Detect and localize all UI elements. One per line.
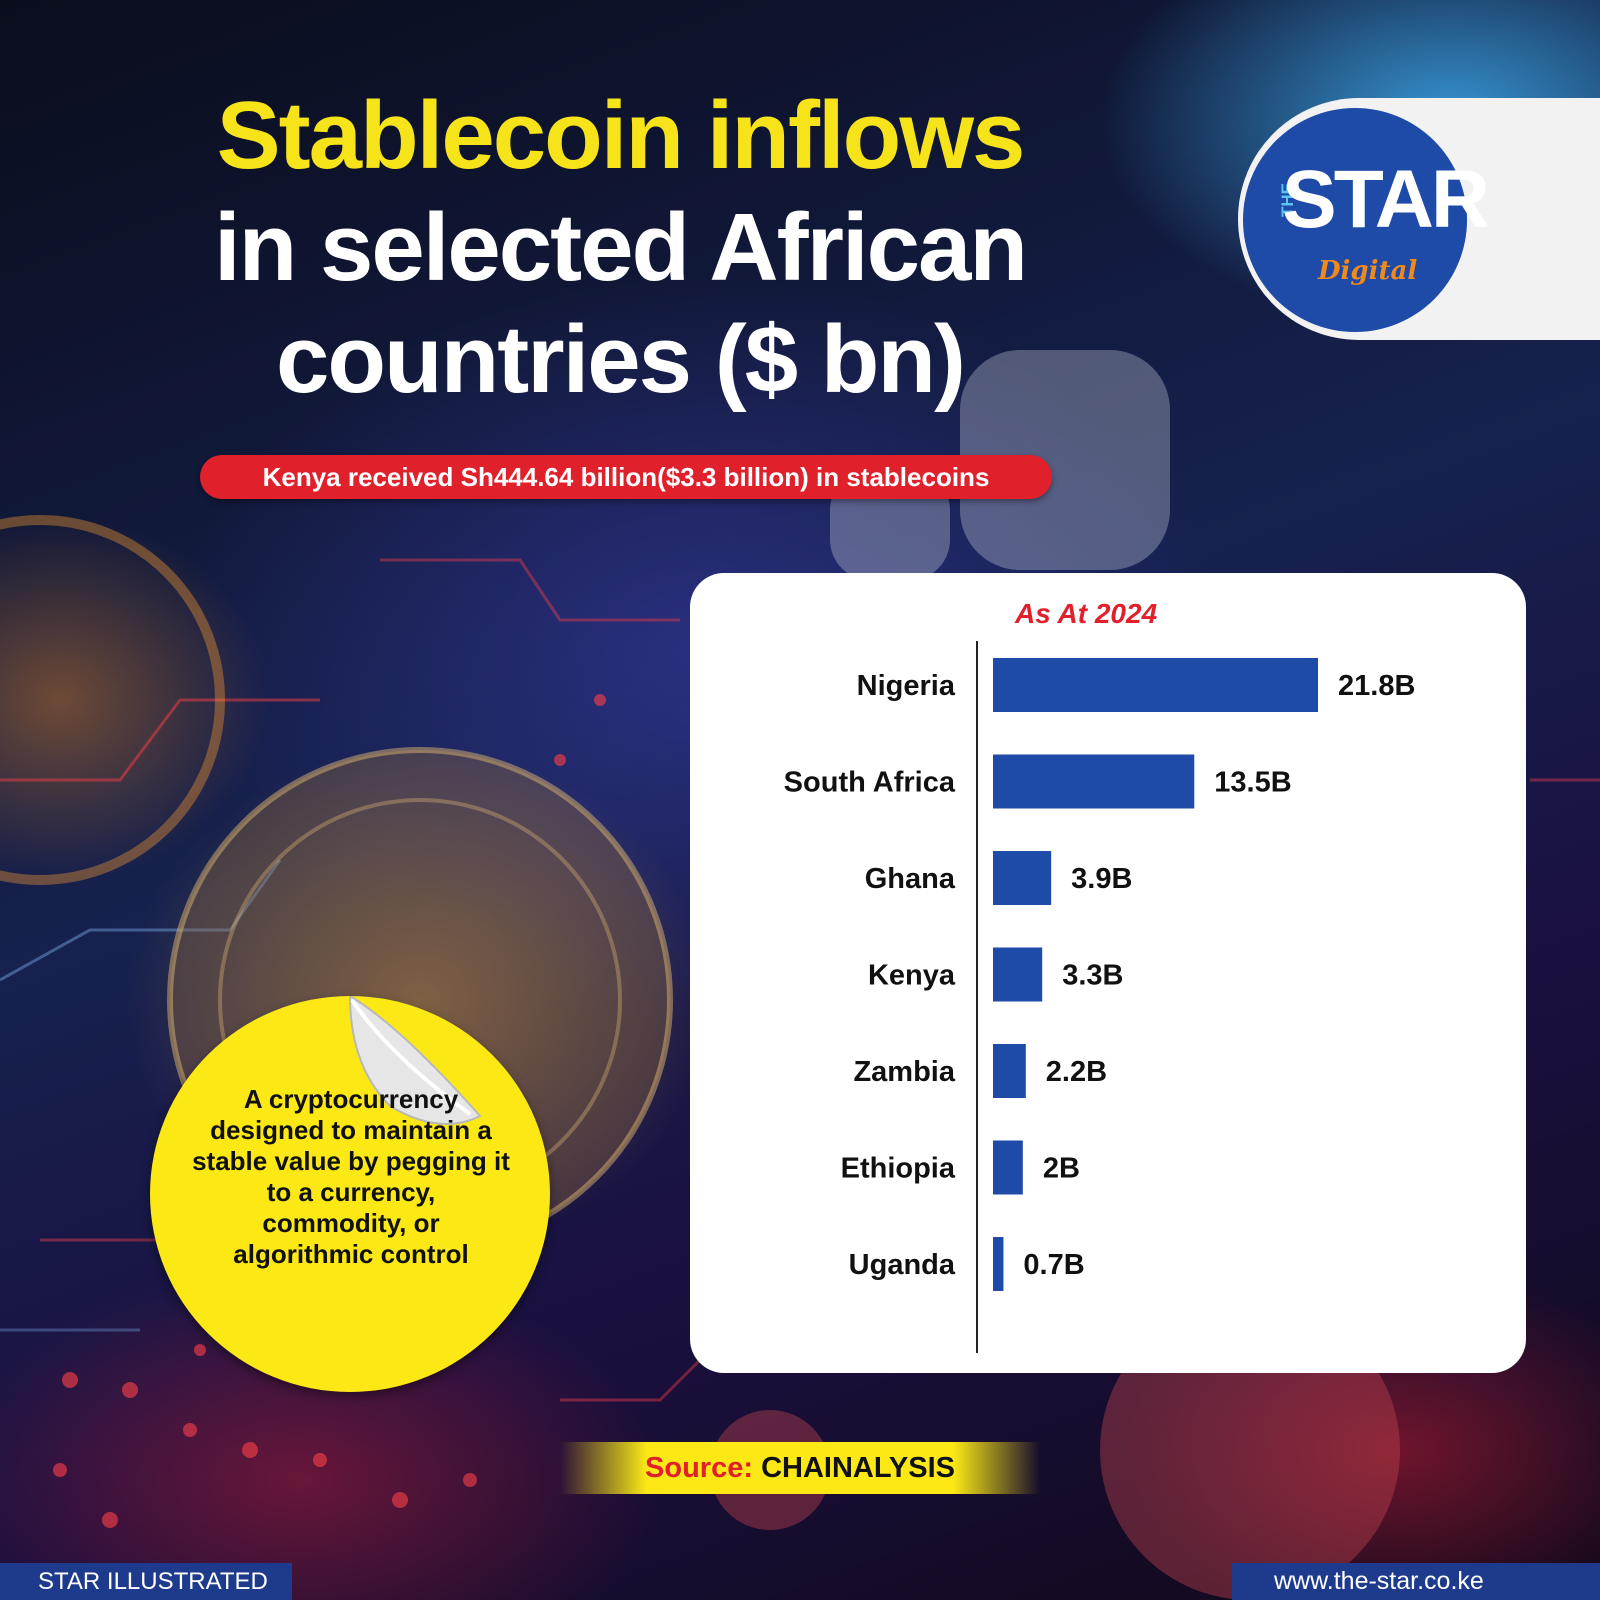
category-label: Zambia (853, 1056, 955, 1088)
data-label: 2.2B (1046, 1056, 1107, 1088)
bar-kenya (993, 947, 1043, 1002)
bar-ghana (993, 851, 1052, 905)
logo-digital-text: Digital (1318, 256, 1418, 286)
logo-star-text: STAR (1282, 154, 1490, 245)
bar-ethiopia (993, 1140, 1023, 1195)
source-value: CHAINALYSIS (761, 1452, 955, 1484)
category-label: Nigeria (857, 670, 956, 702)
category-label: South Africa (784, 767, 956, 799)
category-label: Ethiopia (841, 1153, 956, 1185)
data-label: 3.3B (1062, 960, 1123, 992)
highlight-banner: Kenya received Sh444.64 billion($3.3 bil… (200, 455, 1052, 499)
data-label: 0.7B (1023, 1249, 1084, 1281)
category-label: Uganda (849, 1249, 956, 1281)
title-line-3: countries ($ bn) (275, 306, 966, 413)
bar-chart: Nigeria 21.8B South Africa 13.5B Ghana 3.9B Ke… (784, 641, 1415, 1353)
source-label: Source: (645, 1452, 753, 1484)
bar-south-africa (993, 754, 1195, 809)
sticker-curl (348, 996, 482, 1125)
sticker-definition-text: A cryptocurrency designed to maintain a … (192, 1084, 510, 1269)
title-line-2: in selected African (213, 194, 1028, 301)
bar-nigeria (993, 658, 1318, 712)
data-label: 21.8B (1338, 670, 1415, 702)
definition-sticker (150, 996, 550, 1392)
category-label: Ghana (865, 863, 956, 895)
data-label: 3.9B (1071, 863, 1132, 895)
data-label: 13.5B (1214, 767, 1291, 799)
title-line-1: Stablecoin inflows (216, 82, 1026, 189)
bar-zambia (993, 1044, 1026, 1098)
footer-website-link[interactable]: www.the-star.co.ke (1232, 1563, 1600, 1600)
data-label: 2B (1043, 1153, 1080, 1185)
bar-uganda (993, 1237, 1004, 1291)
star-digital-logo (1243, 108, 1467, 332)
source-band (560, 1442, 1040, 1494)
page-title: Stablecoin inflows in selected African c… (150, 80, 1090, 416)
source-line: Source: CHAINALYSIS (560, 1442, 1040, 1494)
category-label: Kenya (868, 960, 956, 992)
footer-credit: STAR ILLUSTRATED (0, 1563, 292, 1600)
chart-subtitle: As At 2024 (1015, 598, 1158, 629)
